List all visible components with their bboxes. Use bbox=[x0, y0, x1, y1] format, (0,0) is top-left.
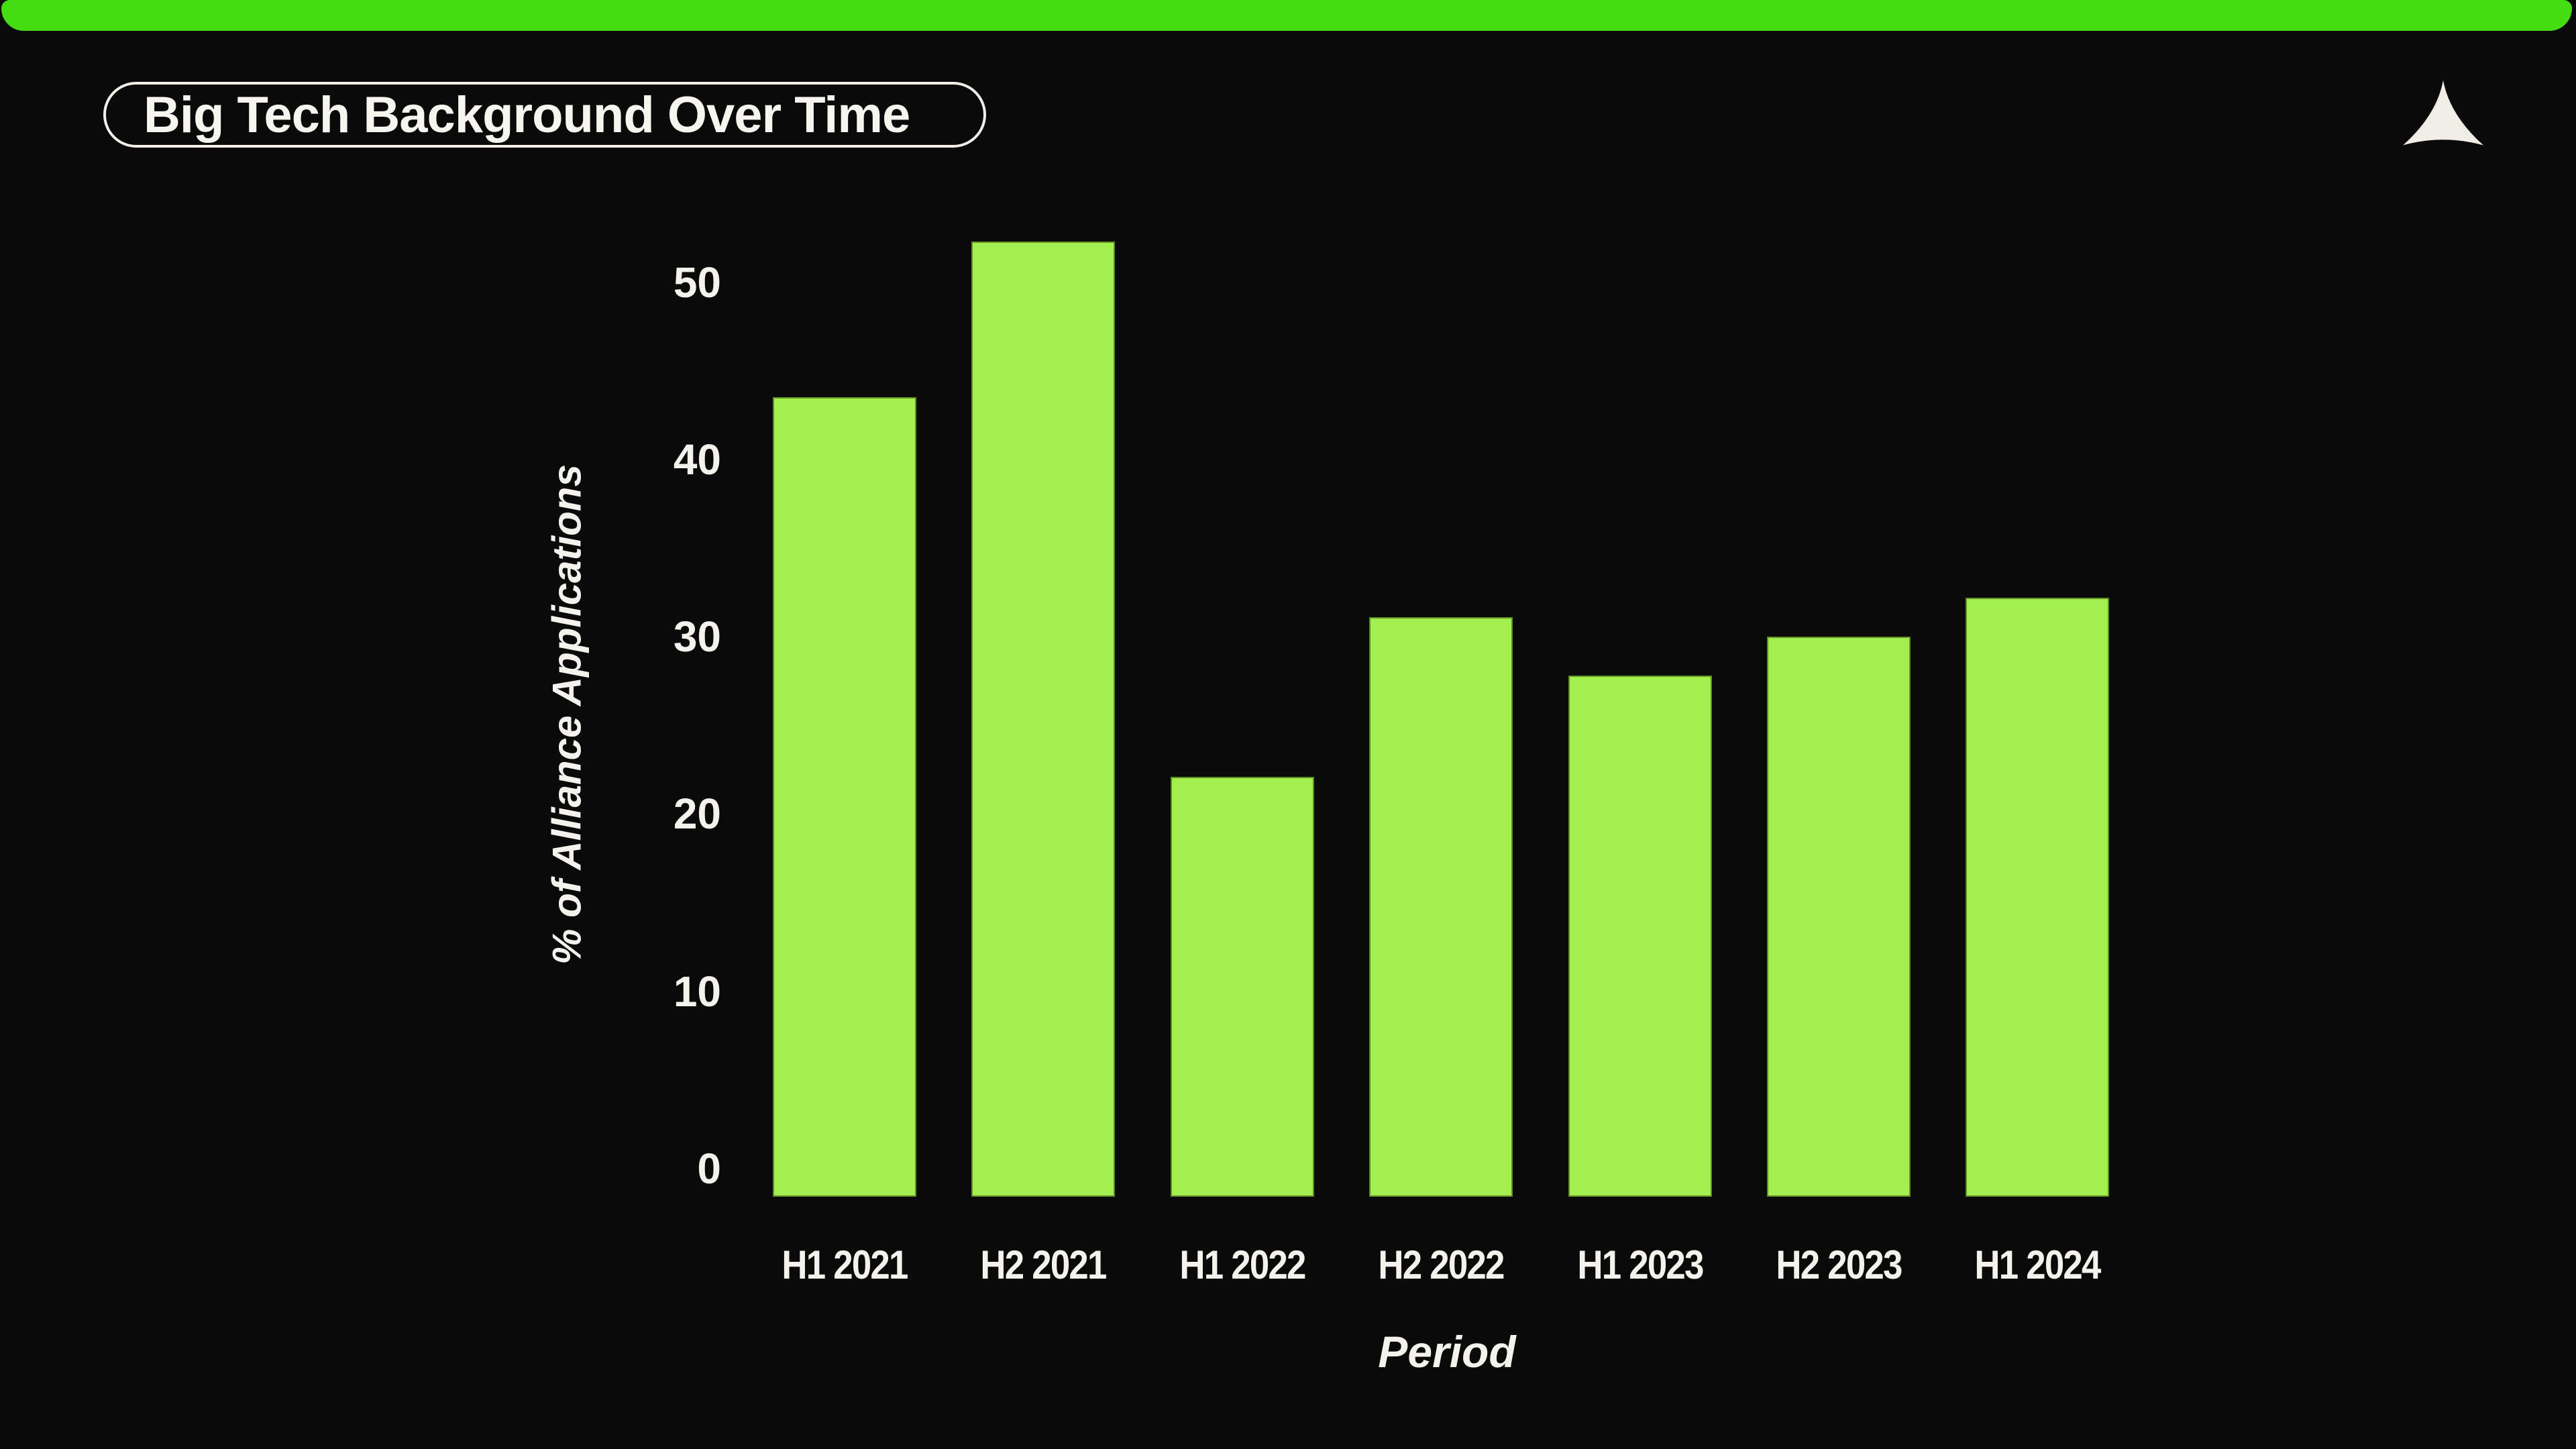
top-accent-bar bbox=[1, 0, 2572, 31]
x-tick-label-h1-2023: H1 2023 bbox=[1576, 1242, 1704, 1287]
y-tick-label-20: 20 bbox=[673, 790, 721, 839]
chart-title: Big Tech Background Over Time bbox=[144, 86, 910, 144]
x-tick-label-h1-2024: H1 2024 bbox=[1974, 1242, 2102, 1287]
y-tick-label-40: 40 bbox=[673, 435, 721, 484]
y-tick-label-50: 50 bbox=[673, 258, 721, 307]
x-tick-label-h1-2021: H1 2021 bbox=[782, 1242, 908, 1287]
x-tick-label-h1-2022: H1 2022 bbox=[1179, 1242, 1306, 1287]
bar-h2-2022 bbox=[1369, 617, 1513, 1197]
bar-h1-2024 bbox=[1966, 597, 2110, 1197]
bar-h1-2021 bbox=[773, 397, 916, 1197]
bar-h2-2021 bbox=[971, 241, 1116, 1197]
y-tick-label-10: 10 bbox=[673, 967, 721, 1016]
bar-h1-2023 bbox=[1568, 676, 1712, 1197]
concave-triangle-logo-icon bbox=[2403, 80, 2483, 146]
x-tick-label-h2-2023: H2 2023 bbox=[1776, 1242, 1902, 1287]
bar-h1-2022 bbox=[1170, 776, 1314, 1197]
y-tick-label-30: 30 bbox=[673, 612, 721, 661]
chart-title-pill: Big Tech Background Over Time bbox=[103, 82, 986, 148]
bar-h2-2023 bbox=[1767, 637, 1911, 1197]
x-axis-label: Period bbox=[1378, 1327, 1516, 1377]
x-tick-label-h2-2022: H2 2022 bbox=[1378, 1242, 1505, 1287]
y-tick-label-0: 0 bbox=[697, 1144, 721, 1193]
x-tick-label-h2-2021: H2 2021 bbox=[980, 1242, 1108, 1287]
y-axis-label: % of Alliance Applications bbox=[544, 464, 590, 965]
